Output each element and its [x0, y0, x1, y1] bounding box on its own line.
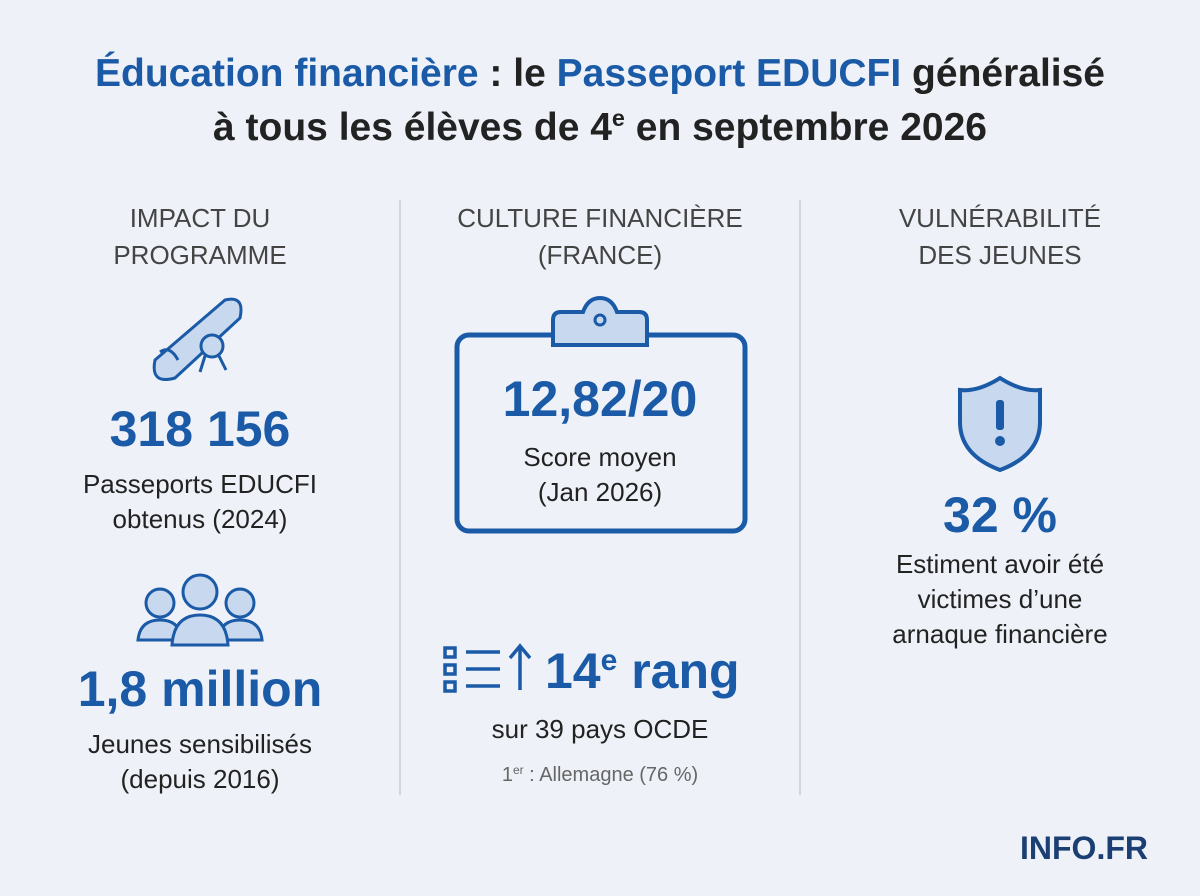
- label-line: Score moyen: [523, 442, 677, 472]
- stat-label: Estiment avoir été victimes d’une arnaque …: [800, 547, 1200, 652]
- brand: INFO.FR: [1020, 830, 1148, 866]
- divider: [399, 200, 401, 795]
- heading-line: (FRANCE): [537, 240, 663, 270]
- title-part: Passeport EDUCFI: [556, 52, 902, 95]
- title-part: à tous les élèves de 4: [213, 106, 612, 149]
- title-part: : le: [478, 52, 557, 95]
- heading-line: PROGRAMME: [113, 240, 287, 270]
- title-part: en septembre 2026: [624, 106, 987, 149]
- title-line: Éducation financière : le Passeport EDUC…: [0, 52, 1200, 96]
- heading-line: IMPACT DU: [129, 203, 271, 233]
- stat-label: sur 39 pays OCDE: [491, 714, 709, 744]
- stat-value: 12,82/20: [502, 371, 698, 427]
- note-part: er: [512, 762, 524, 777]
- note-part: : Allemagne (76 %): [523, 764, 699, 786]
- divider: [799, 200, 801, 795]
- stat-value: 318 156: [109, 401, 291, 457]
- ranking-icon: [443, 643, 532, 693]
- stat-value: 1,8 million: [77, 661, 323, 717]
- clipboard-icon: [454, 295, 748, 534]
- label-line: victimes d’une: [917, 584, 1083, 614]
- heading-line: DES JEUNES: [918, 240, 1082, 270]
- stat-label: Passeports EDUCFI obtenus (2024): [0, 467, 400, 537]
- stat-label: Score moyen (Jan 2026): [400, 440, 800, 510]
- stat-label: Jeunes sensibilisés (depuis 2016): [0, 727, 400, 797]
- title-part: généralisé: [901, 52, 1105, 95]
- label-line: Jeunes sensibilisés: [87, 729, 312, 759]
- title-part: e: [611, 104, 625, 131]
- title-part: Éducation financière: [95, 52, 479, 95]
- title-line: à tous les élèves de 4e en septembre 202…: [0, 106, 1200, 150]
- diploma-icon: [152, 297, 243, 381]
- shield-icon: [958, 375, 1042, 473]
- column-heading: IMPACT DU PROGRAMME: [0, 200, 400, 274]
- label-line: arnaque financière: [892, 619, 1108, 649]
- column-heading: CULTURE FINANCIÈRE (FRANCE): [400, 200, 800, 274]
- value-part: rang: [617, 643, 740, 699]
- label-line: (depuis 2016): [120, 764, 280, 794]
- label-line: Estiment avoir été: [895, 549, 1105, 579]
- stat-value: 32 %: [943, 487, 1057, 543]
- stat-value: 14e rang: [545, 642, 740, 700]
- column-heading: VULNÉRABILITÉ DES JEUNES: [800, 200, 1200, 274]
- value-part: e: [600, 644, 618, 677]
- heading-line: CULTURE FINANCIÈRE: [457, 203, 743, 233]
- label-line: (Jan 2026): [537, 477, 663, 507]
- people-icon: [136, 573, 264, 647]
- value-part: 14: [545, 643, 601, 699]
- label-line: obtenus (2024): [112, 504, 288, 534]
- note-part: 1: [501, 764, 513, 786]
- heading-line: VULNÉRABILITÉ: [898, 203, 1102, 233]
- label-line: Passeports EDUCFI: [82, 469, 318, 499]
- stat-note: 1er : Allemagne (76 %): [400, 764, 800, 787]
